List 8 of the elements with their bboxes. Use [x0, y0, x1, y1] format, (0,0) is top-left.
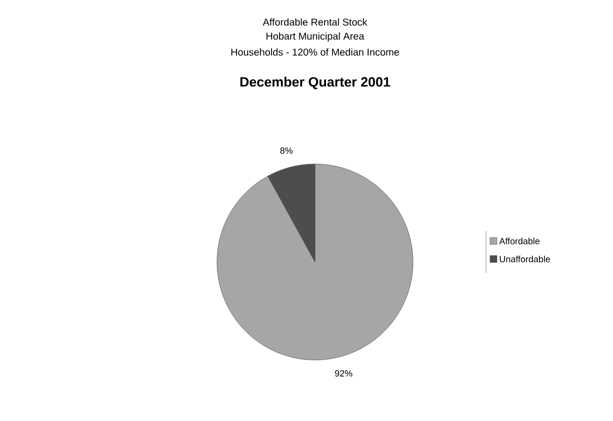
legend-label: Affordable [499, 238, 540, 244]
legend-label: Unaffordable [500, 256, 550, 262]
chart-title: Affordable Rental Stock [262, 18, 368, 26]
data-label: 8% [280, 147, 293, 154]
chart-subtitle: December Quarter 2001 [240, 76, 390, 90]
data-label: 92% [335, 370, 352, 377]
text: Hobart Municipal Area [266, 32, 364, 42]
text: Households - 120% of Median Income [231, 48, 399, 56]
